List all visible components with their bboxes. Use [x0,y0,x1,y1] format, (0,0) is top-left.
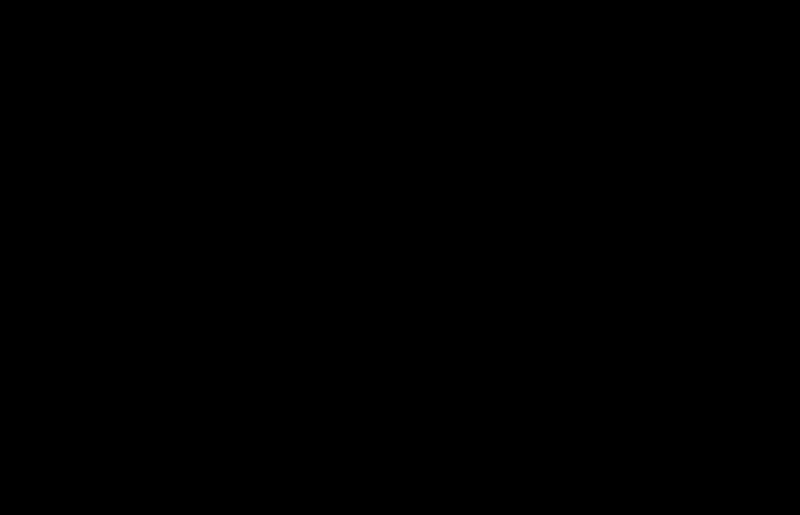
blank-screen [0,0,800,515]
